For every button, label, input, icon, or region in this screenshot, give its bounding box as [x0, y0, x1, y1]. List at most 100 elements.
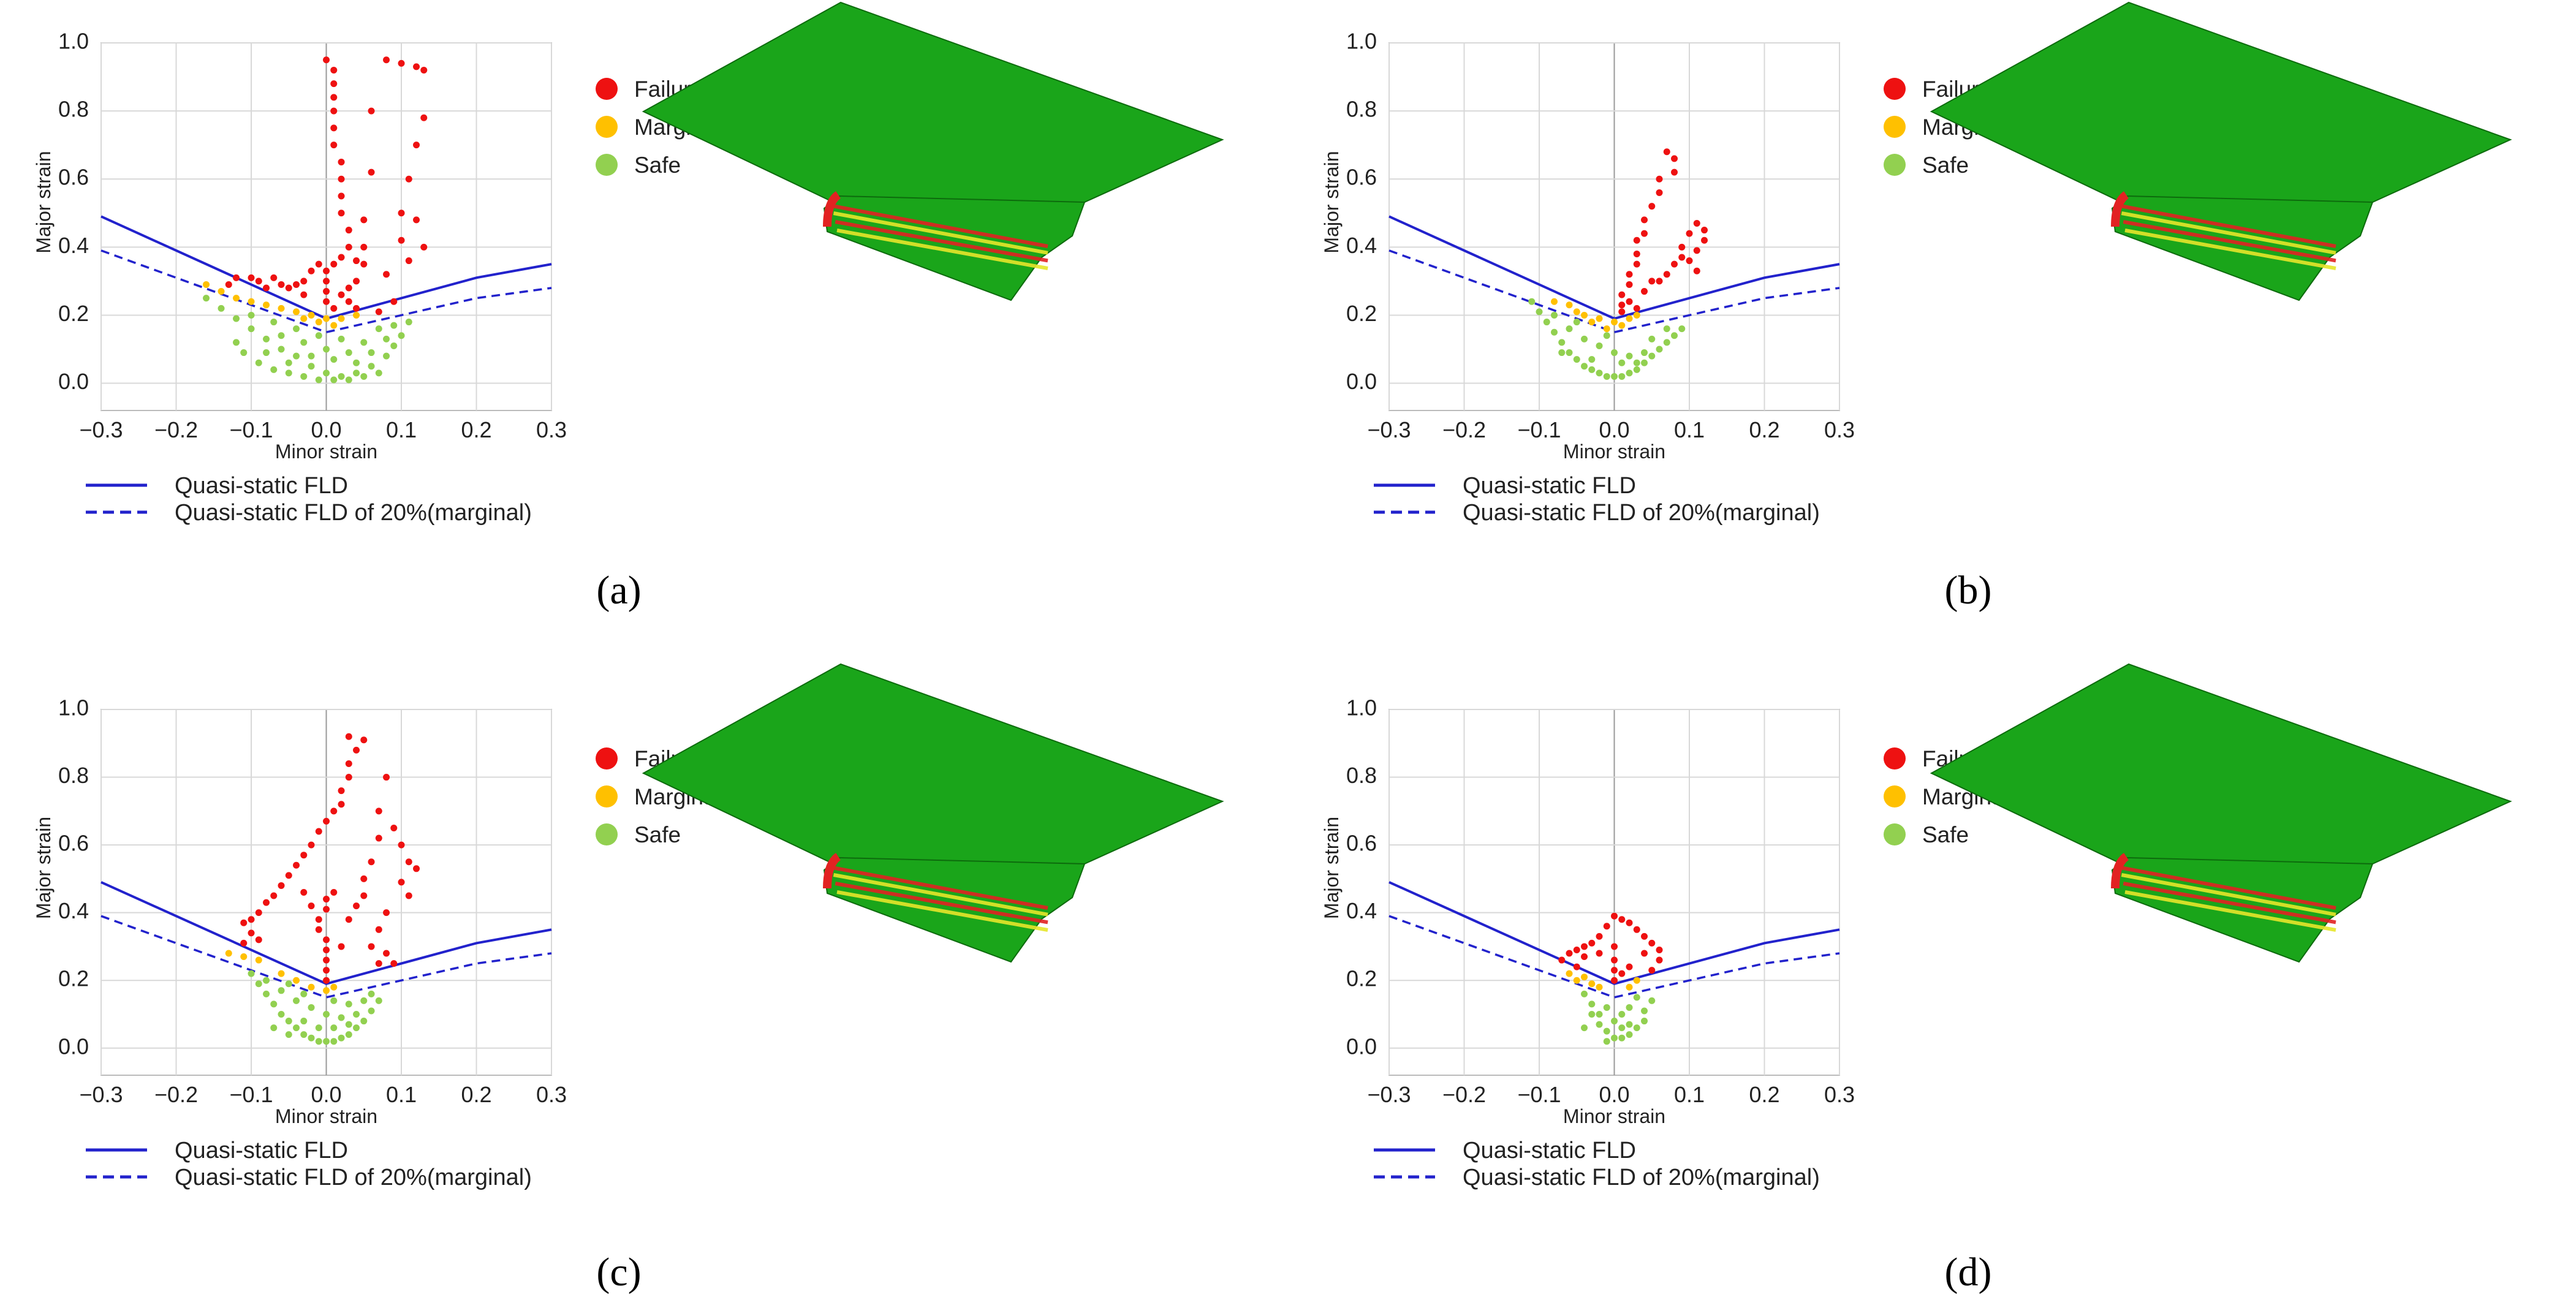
safe-point — [1611, 1018, 1618, 1025]
safe-point — [1603, 1004, 1610, 1011]
safe-point — [1633, 366, 1640, 373]
x-tick-label: −0.1 — [229, 417, 273, 442]
legend-marginal-marker — [596, 116, 618, 138]
failure-point — [345, 243, 352, 251]
marginal-point — [278, 304, 285, 312]
safe-point — [390, 322, 398, 329]
failure-point — [398, 879, 405, 886]
failure-point — [1663, 148, 1670, 156]
panel-b: −0.3 −0.2 −0.1 0.0 0.1 0.2 0.3 0.0 0.2 0.4 0.6 0.8 1… — [1288, 0, 2576, 658]
failure-point — [383, 271, 390, 278]
sheet-edge-stripe — [2121, 211, 2336, 255]
legend-failure-marker — [1884, 747, 1906, 770]
failure-point — [233, 274, 240, 281]
safe-point — [1588, 366, 1596, 373]
failure-point — [263, 284, 270, 292]
safe-point — [1618, 359, 1626, 366]
sheet-model — [642, 1, 1224, 301]
failure-point — [330, 107, 338, 115]
failure-point — [1641, 216, 1648, 224]
failure-point — [413, 216, 420, 224]
sheet-edge-stripe — [2123, 882, 2336, 925]
failure-point — [248, 916, 255, 923]
failure-point — [330, 94, 338, 101]
y-tick-label: 0.4 — [1346, 233, 1377, 258]
safe-point — [218, 304, 225, 312]
fld-marginal-line — [100, 249, 552, 334]
safe-point — [1596, 342, 1603, 349]
failure-point — [405, 257, 412, 265]
safe-point — [300, 1018, 308, 1025]
sheet-edge-stripe — [835, 220, 1048, 263]
caption: (d) — [1945, 1250, 1992, 1295]
failure-point — [398, 210, 405, 217]
marginal-point — [278, 970, 285, 977]
sheet-top-flange — [1930, 1, 2512, 203]
x-axis-title: Minor strain — [1563, 1105, 1665, 1127]
failure-point — [375, 834, 382, 842]
failure-point — [323, 298, 330, 305]
safe-point — [368, 363, 375, 370]
failure-point — [323, 906, 330, 913]
safe-point — [1596, 369, 1603, 377]
x-tick-label: −0.2 — [154, 417, 198, 442]
failure-point — [390, 298, 398, 305]
safe-point — [375, 325, 382, 333]
x-axis-title: Minor strain — [1563, 441, 1665, 463]
x-tick-label: −0.2 — [1442, 417, 1486, 442]
marginal-point — [1588, 319, 1596, 326]
failure-point — [360, 892, 368, 899]
safe-point — [1596, 1011, 1603, 1018]
y-tick-label: 0.4 — [58, 233, 89, 258]
x-tick-label: −0.3 — [79, 417, 123, 442]
failure-point — [345, 916, 352, 923]
marginal-point — [1581, 311, 1588, 319]
safe-point — [345, 349, 352, 357]
safe-point — [1603, 1038, 1610, 1045]
y-tick-label: 0.2 — [58, 301, 89, 326]
x-tick-label: 0.1 — [1674, 417, 1705, 442]
failure-point — [1626, 298, 1633, 305]
safe-point — [330, 1038, 338, 1045]
marginal-point — [1596, 315, 1603, 322]
failure-point — [330, 889, 338, 896]
legend-safe-marker — [596, 823, 618, 845]
legend-safe-label: Safe — [1922, 153, 1969, 178]
failure-point — [1648, 939, 1656, 947]
sheet-edge-stripe — [833, 873, 1048, 917]
failure-point — [1648, 278, 1656, 285]
failure-point — [383, 950, 390, 957]
safe-point — [278, 987, 285, 994]
safe-point — [1603, 372, 1610, 380]
safe-point — [405, 319, 412, 326]
x-tick-label: 0.0 — [311, 417, 341, 442]
safe-point — [360, 372, 368, 380]
safe-point — [1633, 1024, 1640, 1032]
safe-point — [308, 363, 315, 370]
safe-point — [1618, 1024, 1626, 1032]
legend-safe-label: Safe — [634, 153, 681, 178]
legend-fld-label: Quasi-static FLD — [1463, 1138, 1636, 1163]
caption: (a) — [596, 568, 641, 613]
failure-point — [338, 801, 345, 808]
safe-point — [1656, 346, 1663, 353]
y-tick-label: 0.2 — [58, 966, 89, 991]
failure-point — [1626, 963, 1633, 970]
marginal-point — [203, 281, 210, 288]
marginal-point — [263, 301, 270, 309]
safe-point — [293, 1024, 300, 1032]
failure-point — [398, 59, 405, 67]
plot-area: −0.3 −0.2 −0.1 0.0 0.1 0.2 0.3 0.0 0.2 0.4 0.6 0.8 1… — [1320, 1, 2512, 526]
x-tick-label: 0.2 — [1749, 1082, 1779, 1107]
safe-point — [263, 977, 270, 984]
failure-point — [383, 909, 390, 917]
failure-point — [420, 243, 428, 251]
failure-point — [338, 192, 345, 200]
safe-point — [1543, 319, 1550, 326]
sheet-edge-stripe — [2120, 866, 2336, 910]
legend-safe-marker — [1884, 823, 1906, 845]
marginal-point — [1573, 308, 1580, 316]
y-tick-label: 0.2 — [1346, 301, 1377, 326]
failure-point — [300, 852, 308, 859]
x-tick-label: −0.3 — [79, 1082, 123, 1107]
